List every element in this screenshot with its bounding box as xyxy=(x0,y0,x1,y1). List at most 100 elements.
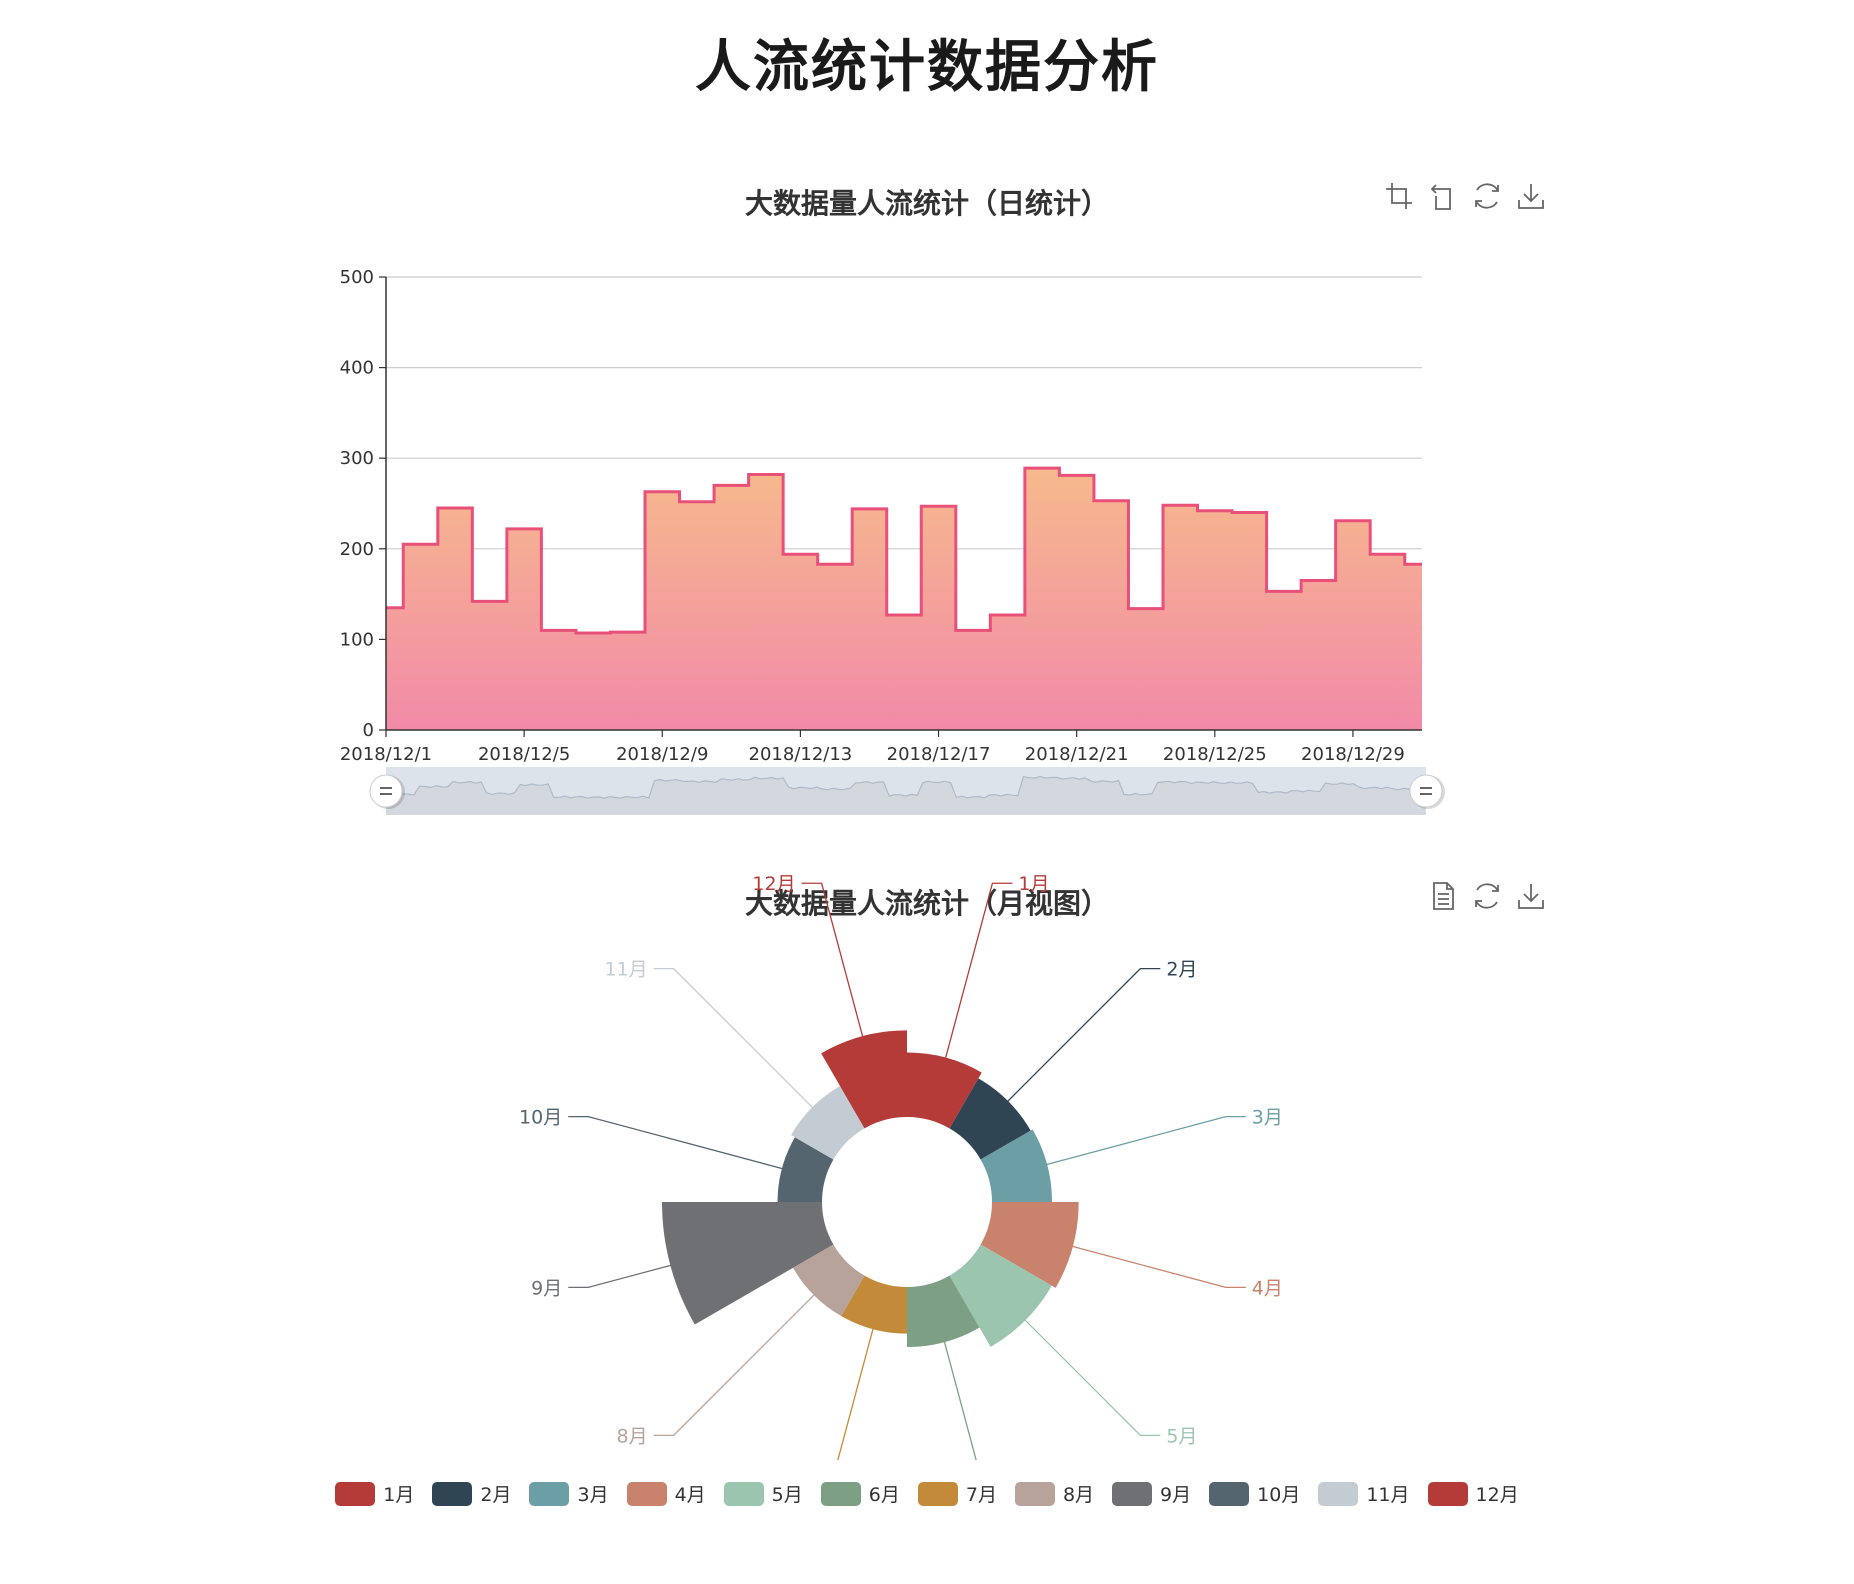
zoom-reset-icon[interactable] xyxy=(1427,180,1459,212)
rose-slice[interactable] xyxy=(980,1202,1079,1288)
legend-item[interactable]: 10月 xyxy=(1209,1480,1300,1507)
slice-label: 5月 xyxy=(1166,1425,1197,1447)
legend-item[interactable]: 2月 xyxy=(432,1480,511,1507)
legend-label: 9月 xyxy=(1160,1484,1192,1506)
rose-slice[interactable] xyxy=(662,1202,834,1325)
legend-swatch xyxy=(1318,1481,1359,1506)
legend-item[interactable]: 5月 xyxy=(723,1480,803,1507)
label-line xyxy=(1000,968,1161,1109)
restore-icon[interactable] xyxy=(1471,180,1503,212)
y-tick-label: 400 xyxy=(340,358,374,379)
rose-slice[interactable] xyxy=(792,1244,865,1317)
x-tick-label: 2018/12/29 xyxy=(1301,744,1405,765)
legend-label: 11月 xyxy=(1366,1484,1410,1506)
zoom-icon[interactable] xyxy=(1383,180,1415,212)
rose-slice[interactable] xyxy=(777,1137,834,1202)
legend-swatch xyxy=(820,1481,861,1506)
label-line xyxy=(1037,1115,1246,1168)
legend-swatch xyxy=(1014,1481,1055,1506)
save-image-icon[interactable] xyxy=(1515,880,1547,912)
legend-swatch xyxy=(1209,1481,1250,1506)
label-line xyxy=(568,1262,681,1289)
rose-slice[interactable] xyxy=(841,1275,907,1334)
slice-label: 10月 xyxy=(519,1107,562,1129)
legend-label: 2月 xyxy=(480,1484,512,1506)
label-line xyxy=(1062,1243,1246,1289)
slice-label: 3月 xyxy=(1252,1107,1283,1129)
legend-item[interactable]: 3月 xyxy=(529,1480,609,1507)
legend-swatch xyxy=(432,1481,473,1506)
data-view-icon[interactable] xyxy=(1427,880,1459,912)
rose-slice[interactable] xyxy=(949,1244,1052,1347)
save-image-icon[interactable] xyxy=(1515,180,1547,212)
legend-label: 4月 xyxy=(674,1484,706,1506)
slider-handle-left[interactable] xyxy=(369,774,405,809)
rose-slice[interactable] xyxy=(949,1078,1031,1160)
legend-swatch xyxy=(1112,1481,1153,1506)
label-line xyxy=(653,1287,822,1436)
y-tick-label: 200 xyxy=(340,539,374,560)
legend-label: 10月 xyxy=(1257,1484,1301,1506)
legend-label: 8月 xyxy=(1062,1484,1095,1506)
monthly-chart-title: 大数据量人流统计（月视图） xyxy=(744,887,1109,920)
legend-swatch xyxy=(1427,1481,1468,1506)
label-line xyxy=(568,1115,792,1172)
legend-swatch xyxy=(723,1481,764,1506)
label-line xyxy=(801,882,866,1047)
slider-preview-area xyxy=(386,776,1426,815)
slider-handle-right[interactable] xyxy=(1409,774,1445,809)
x-tick-label: 2018/12/5 xyxy=(478,744,570,765)
daily-chart: 大数据量人流统计（日统计） 0 100 200 300 400 500 2018/12/1 2… xyxy=(0,160,1854,840)
legend-item[interactable]: 8月 xyxy=(1014,1480,1095,1507)
slice-label: 12月 xyxy=(752,873,795,895)
x-tick-label: 2018/12/1 xyxy=(340,744,432,765)
legend-swatch xyxy=(335,1481,376,1506)
daily-chart-title: 大数据量人流统计（日统计） xyxy=(744,187,1109,220)
legend: 1月 2月 3月 4月 5月 6月 7月 8月 9月 10月 11月 12月 xyxy=(0,1480,1854,1507)
label-line xyxy=(941,1332,977,1460)
legend-label: 6月 xyxy=(868,1484,900,1506)
rose-slice[interactable] xyxy=(907,1052,982,1129)
slice-label: 4月 xyxy=(1252,1277,1283,1299)
slice-label: 8月 xyxy=(617,1425,648,1447)
legend-item[interactable]: 11月 xyxy=(1318,1480,1410,1507)
x-tick-label: 2018/12/21 xyxy=(1025,744,1129,765)
x-tick-label: 2018/12/9 xyxy=(616,744,708,765)
legend-item[interactable]: 9月 xyxy=(1112,1480,1191,1507)
legend-item[interactable]: 6月 xyxy=(820,1480,900,1507)
rose-slice[interactable] xyxy=(791,1086,865,1160)
legend-item[interactable]: 7月 xyxy=(917,1480,997,1507)
monthly-chart: 大数据量人流统计（月视图） 1月 2月 3月 4月 5月 6月 7月 8月 9月 10月 11月 12… xyxy=(0,860,1854,1580)
slice-label: 2月 xyxy=(1166,959,1197,981)
y-tick-label: 100 xyxy=(340,629,374,650)
legend-swatch xyxy=(917,1481,958,1506)
y-tick-label: 0 xyxy=(363,720,374,741)
label-line xyxy=(942,882,1013,1068)
x-tick-label: 2018/12/13 xyxy=(749,744,853,765)
series-line xyxy=(386,466,1422,635)
x-tick-label: 2018/12/17 xyxy=(887,744,991,765)
legend-swatch xyxy=(626,1481,667,1506)
rose-slice[interactable] xyxy=(980,1129,1052,1203)
legend-label: 5月 xyxy=(771,1484,803,1506)
legend-label: 12月 xyxy=(1475,1484,1519,1506)
legend-item[interactable]: 1月 xyxy=(335,1480,414,1507)
page-title: 人流统计数据分析 xyxy=(695,35,1159,100)
x-tick-label: 2018/12/25 xyxy=(1163,744,1267,765)
legend-item[interactable]: 12月 xyxy=(1427,1480,1519,1507)
rose-slice[interactable] xyxy=(821,1030,907,1129)
rose-slice[interactable] xyxy=(907,1275,980,1347)
restore-icon[interactable] xyxy=(1471,880,1503,912)
legend-swatch xyxy=(529,1481,570,1506)
label-line xyxy=(1017,1312,1161,1436)
monthly-toolbox xyxy=(1427,880,1547,912)
y-tick-label: 500 xyxy=(340,267,374,288)
slice-label: 1月 xyxy=(1018,873,1049,895)
slice-label: 9月 xyxy=(531,1277,562,1299)
legend-label: 7月 xyxy=(965,1484,997,1506)
label-line xyxy=(653,968,820,1115)
y-tick-label: 300 xyxy=(340,448,374,469)
legend-item[interactable]: 4月 xyxy=(626,1480,706,1507)
legend-label: 3月 xyxy=(577,1484,609,1506)
